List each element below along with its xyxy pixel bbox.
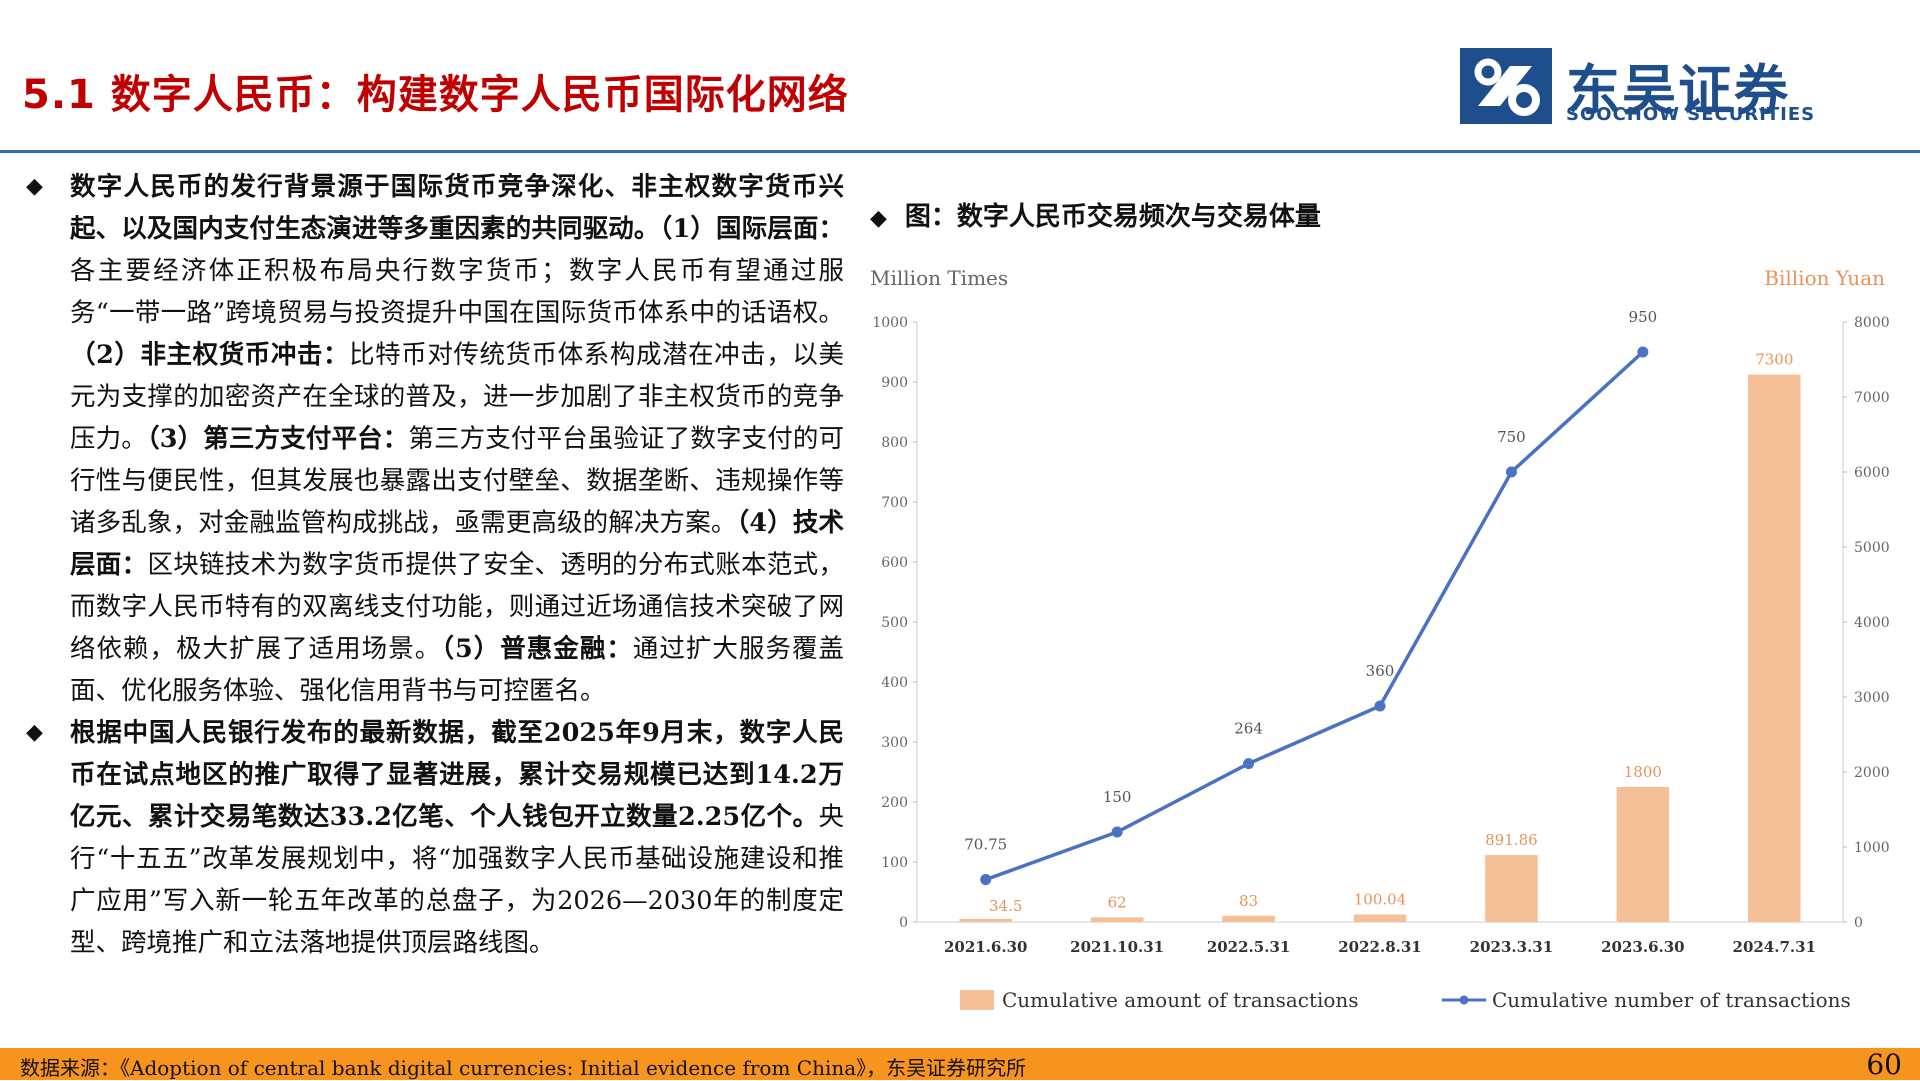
x-tick-label: 2023.3.31 — [1470, 938, 1554, 956]
data-source: 数据来源：《Adoption of central bank digital c… — [20, 1056, 1027, 1080]
line-point — [980, 874, 992, 886]
right-tick-label: 6000 — [1854, 465, 1890, 481]
legend-line-marker — [1459, 995, 1469, 1005]
para1-seg: 通过扩大服务覆盖面、优化服务体验、强化信用背书与可控匿名。 — [70, 634, 844, 706]
right-tick-label: 5000 — [1854, 540, 1890, 556]
logo-english-text: SOOCHOW SECURITIES — [1566, 104, 1816, 125]
company-logo: 东吴证券 SOOCHOW SECURITIES — [1458, 46, 1818, 126]
para1-seg: 区块链技术为数字货币提供了安全、透明的分布式账本范式，而数字人民币特有的双离线支… — [70, 550, 844, 664]
right-axis-label: Billion Yuan — [1764, 266, 1885, 290]
right-tick-label: 2000 — [1854, 765, 1890, 781]
para1-seg: 比特币对传统货币体系构成潜在冲击，以美元为支撑的加密资产在全球的普及，进一步加剧… — [70, 340, 844, 454]
line-point-label: 70.75 — [964, 836, 1007, 854]
logo-mark-icon — [1460, 48, 1552, 124]
bar — [1353, 914, 1407, 922]
bar — [1485, 855, 1538, 922]
line-point — [1505, 466, 1517, 478]
right-tick-label: 4000 — [1854, 615, 1890, 631]
left-tick-label: 800 — [881, 435, 908, 451]
line-point-label: 950 — [1629, 308, 1658, 326]
diamond-bullet-icon: ◆ — [26, 720, 43, 745]
paragraph-background: ◆ 数字人民币的发行背景源于国际货币竞争深化、非主权数字货币兴起、以及国内支付生… — [24, 166, 844, 712]
bar-label: 83 — [1239, 892, 1258, 910]
line-point-label: 360 — [1366, 662, 1395, 680]
legend-line-label: Cumulative number of transactions — [1492, 988, 1851, 1012]
bar-label: 62 — [1108, 893, 1127, 911]
left-tick-label: 400 — [881, 675, 908, 691]
para1-seg: 国际层面： — [715, 214, 844, 244]
left-tick-label: 100 — [881, 855, 908, 871]
bar — [1616, 787, 1670, 922]
bar — [1090, 917, 1144, 922]
line-point-label: 750 — [1497, 428, 1526, 446]
bar — [1748, 374, 1801, 922]
page-number: 60 — [1866, 1048, 1902, 1081]
right-tick-label: 3000 — [1854, 690, 1890, 706]
para1-seg: 第三方支付平台虽验证了数字支付的可行性与便民性，但其发展也暴露出支付壁垒、数据垄… — [70, 424, 844, 538]
left-tick-label: 300 — [881, 735, 908, 751]
bar-label: 34.5 — [989, 897, 1022, 915]
line-point-label: 264 — [1234, 720, 1263, 738]
x-tick-label: 2021.6.30 — [944, 938, 1028, 956]
para1-seg: （3）第三方支付平台： — [146, 424, 409, 454]
bar — [1222, 915, 1275, 922]
body-text: ◆ 数字人民币的发行背景源于国际货币竞争深化、非主权数字货币兴起、以及国内支付生… — [24, 166, 844, 964]
bar-label: 100.04 — [1354, 890, 1407, 908]
right-tick-label: 0 — [1854, 915, 1863, 931]
para1-seg: （5）普惠金融： — [441, 634, 633, 664]
line-point — [1374, 700, 1386, 712]
left-tick-label: 200 — [881, 795, 908, 811]
transactions-chart: Million Times Billion Yuan 0 100 200 300 400 50… — [870, 266, 1890, 1012]
line-point — [1243, 758, 1255, 770]
left-tick-label: 0 — [899, 915, 908, 931]
line-series — [985, 350, 1645, 882]
para2-seg: 央行“十五五”改革发展规划中，将“加强数字人民币基础设施建设和推广应用”写入新一… — [70, 802, 844, 958]
para2-seg: 根据中国人民银行发布的最新数据，截至2025年9月末，数字人民币在试点地区的推广… — [70, 718, 844, 832]
bar-label: 891.86 — [1485, 831, 1538, 849]
chart-title: ◆ 图：数字人民币交易频次与交易体量 — [870, 196, 1321, 240]
left-axis-label: Million Times — [870, 266, 1008, 290]
left-tick-label: 600 — [881, 555, 908, 571]
left-tick-label: 500 — [881, 615, 908, 631]
x-tick-label: 2021.10.31 — [1070, 938, 1164, 956]
right-tick-label: 1000 — [1854, 840, 1890, 856]
paragraph-latest-data: ◆ 根据中国人民银行发布的最新数据，截至2025年9月末，数字人民币在试点地区的… — [24, 712, 844, 964]
footer-bar: 数据来源：《Adoption of central bank digital c… — [0, 1048, 1920, 1081]
para1-seg: 各主要经济体正积极布局央行数字货币；数字人民币有望通过服务“一带一路”跨境贸易与… — [70, 256, 844, 328]
right-tick-label: 7000 — [1854, 390, 1890, 406]
bar-label: 1800 — [1624, 763, 1662, 781]
diamond-bullet-icon: ◆ — [870, 206, 887, 231]
bar — [959, 919, 1012, 922]
chart-title-text: 图：数字人民币交易频次与交易体量 — [904, 202, 1321, 232]
diamond-bullet-icon: ◆ — [26, 174, 43, 199]
x-tick-label: 2022.8.31 — [1338, 938, 1422, 956]
x-tick-label: 2022.5.31 — [1207, 938, 1291, 956]
line-point — [1111, 826, 1123, 838]
x-tick-label: 2023.6.30 — [1601, 938, 1685, 956]
left-tick-label: 1000 — [872, 315, 908, 331]
legend-bar-label: Cumulative amount of transactions — [1002, 988, 1359, 1012]
left-tick-label: 900 — [881, 375, 908, 391]
legend-bar-swatch — [960, 990, 994, 1010]
left-tick-label: 700 — [881, 495, 908, 511]
right-tick-label: 8000 — [1854, 315, 1890, 331]
header-divider — [0, 150, 1920, 153]
bar-label: 7300 — [1755, 351, 1793, 369]
line-point-label: 150 — [1103, 788, 1132, 806]
para1-seg: （2）非主权货币冲击： — [70, 340, 350, 370]
x-tick-label: 2024.7.31 — [1733, 938, 1817, 956]
para1-seg: （4）技术层面： — [70, 508, 844, 580]
page-title: 5.1 数字人民币：构建数字人民币国际化网络 — [22, 72, 849, 118]
line-point — [1637, 346, 1649, 358]
para1-seg: 数字人民币的发行背景源于国际货币竞争深化、非主权数字货币兴起、以及国内支付生态演… — [70, 172, 844, 244]
logo-chinese-text: 东吴证券 — [1566, 59, 1790, 122]
